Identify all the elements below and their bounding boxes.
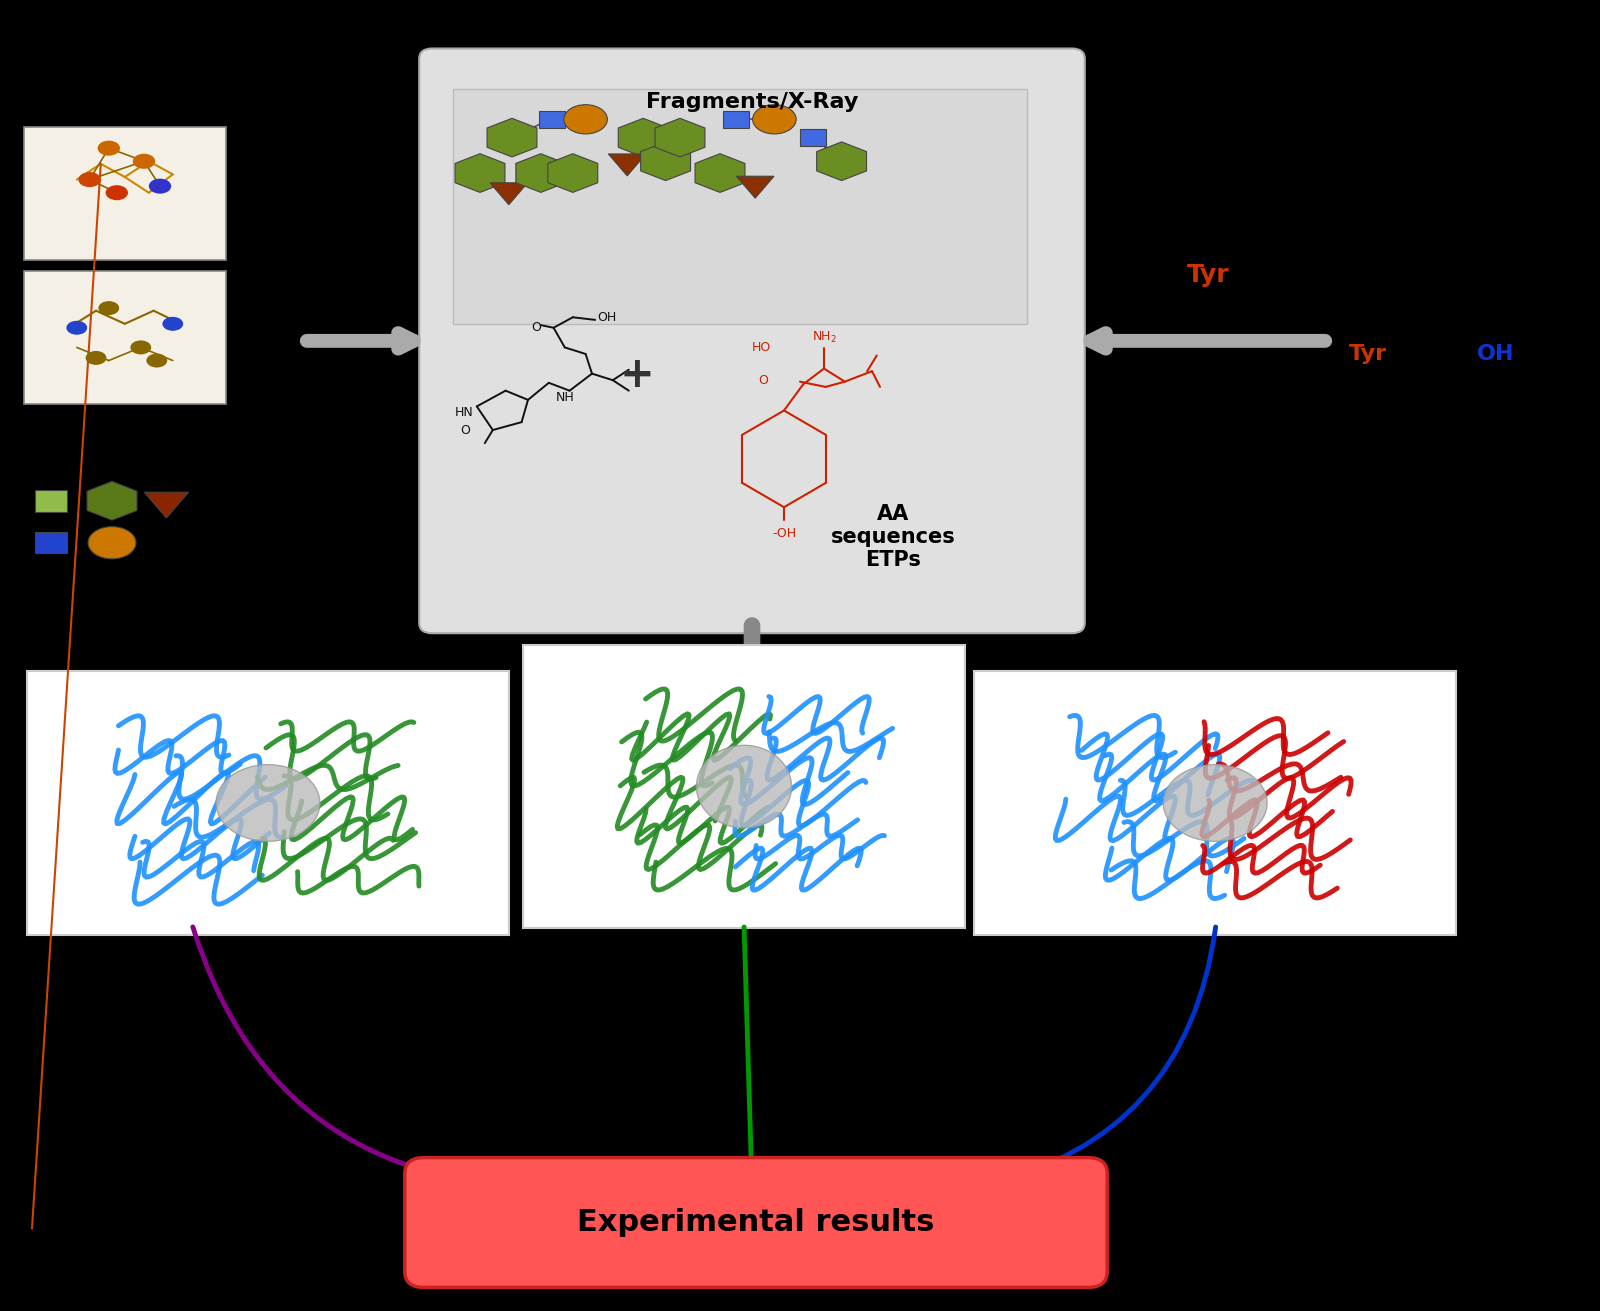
FancyBboxPatch shape [974, 671, 1456, 935]
FancyBboxPatch shape [27, 671, 509, 935]
Text: NH: NH [555, 391, 574, 404]
Bar [35, 490, 67, 511]
Polygon shape [490, 182, 528, 205]
Ellipse shape [78, 172, 101, 187]
Text: Tyr: Tyr [1187, 264, 1229, 287]
Text: AA
sequences
ETPs: AA sequences ETPs [830, 503, 955, 570]
Polygon shape [515, 153, 566, 193]
Text: Fragments/X-Ray: Fragments/X-Ray [646, 92, 858, 111]
Ellipse shape [133, 153, 155, 169]
Polygon shape [547, 153, 598, 193]
Ellipse shape [163, 317, 184, 330]
Text: NH$_2$: NH$_2$ [811, 330, 837, 345]
Polygon shape [640, 142, 691, 181]
Polygon shape [618, 118, 669, 157]
Text: HO: HO [752, 341, 771, 354]
FancyBboxPatch shape [24, 271, 226, 404]
Bar [539, 110, 565, 128]
FancyBboxPatch shape [24, 127, 226, 260]
Text: Tyr: Tyr [1349, 343, 1387, 364]
Ellipse shape [66, 321, 86, 334]
Text: O: O [758, 374, 768, 387]
FancyBboxPatch shape [405, 1158, 1107, 1287]
Bar [35, 532, 67, 553]
Ellipse shape [147, 354, 168, 367]
Bar [723, 110, 749, 128]
Text: +: + [619, 354, 654, 396]
Text: O: O [461, 423, 470, 437]
Ellipse shape [1163, 764, 1267, 842]
FancyBboxPatch shape [419, 49, 1085, 633]
Ellipse shape [86, 351, 106, 364]
Ellipse shape [88, 527, 136, 558]
Ellipse shape [106, 185, 128, 201]
Polygon shape [486, 118, 538, 157]
Polygon shape [454, 153, 506, 193]
Polygon shape [86, 481, 138, 520]
Text: OH: OH [597, 311, 616, 324]
Polygon shape [608, 153, 646, 176]
Ellipse shape [130, 341, 150, 354]
Ellipse shape [696, 745, 792, 829]
FancyBboxPatch shape [523, 645, 965, 928]
Polygon shape [816, 142, 867, 181]
Ellipse shape [149, 178, 171, 194]
Polygon shape [654, 118, 706, 157]
Text: O: O [531, 321, 541, 334]
Polygon shape [694, 153, 746, 193]
Ellipse shape [752, 105, 797, 134]
Polygon shape [144, 492, 189, 518]
Ellipse shape [216, 764, 320, 842]
Ellipse shape [99, 302, 120, 315]
Polygon shape [736, 176, 774, 198]
Bar [800, 128, 826, 147]
Text: Experimental results: Experimental results [578, 1207, 934, 1238]
Text: OH: OH [1477, 343, 1515, 364]
Text: HN: HN [454, 406, 474, 420]
FancyBboxPatch shape [453, 89, 1027, 324]
Ellipse shape [98, 140, 120, 156]
Ellipse shape [563, 105, 608, 134]
Text: -OH: -OH [771, 527, 797, 540]
